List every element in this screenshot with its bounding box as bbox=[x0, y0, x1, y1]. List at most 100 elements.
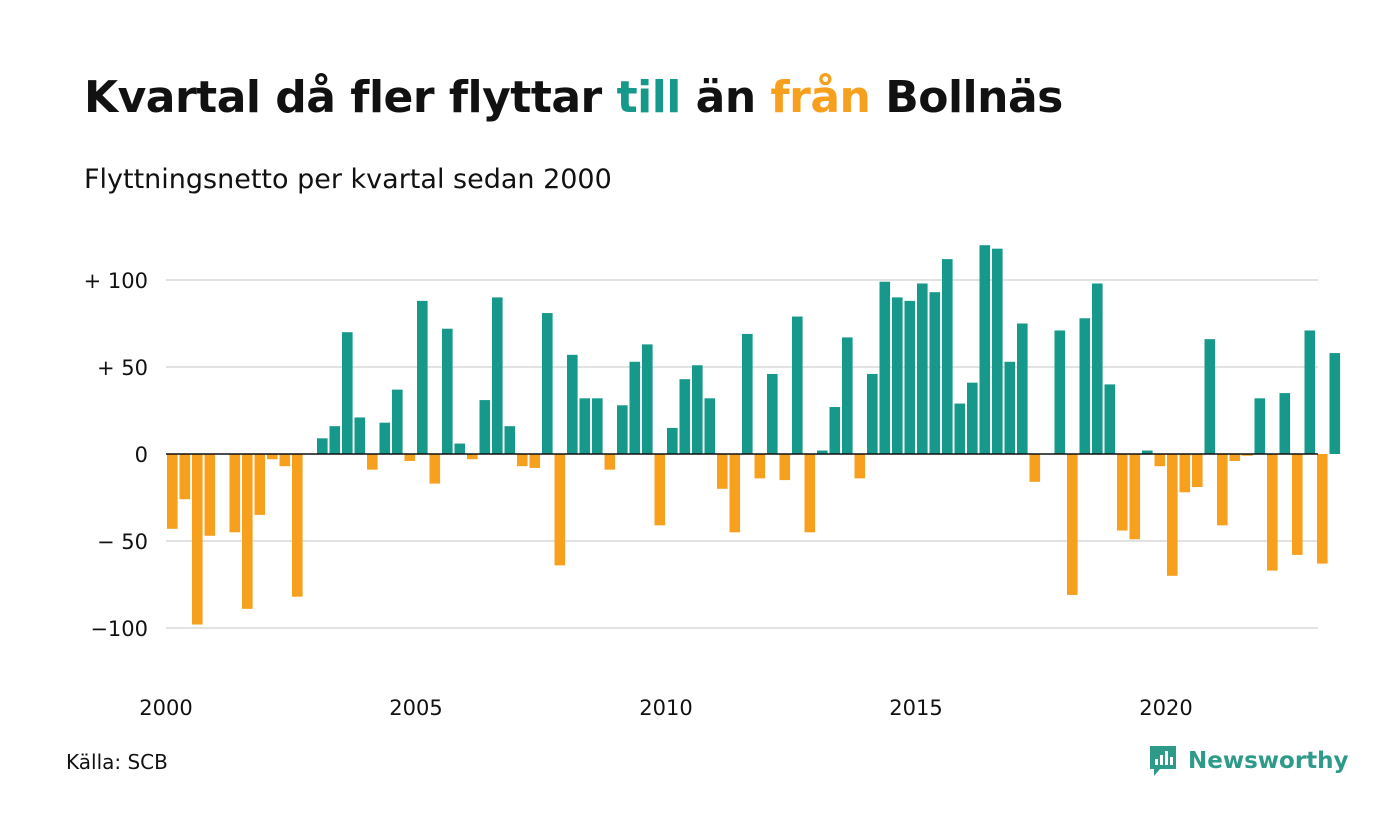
title-part-3: Bollnäs bbox=[870, 72, 1063, 123]
bar bbox=[667, 427, 678, 454]
bar bbox=[1067, 454, 1078, 595]
bar bbox=[854, 454, 866, 479]
bar bbox=[967, 382, 978, 454]
bar bbox=[1317, 454, 1328, 564]
bar bbox=[504, 426, 516, 454]
bar bbox=[392, 389, 403, 454]
bar bbox=[279, 454, 291, 467]
bar bbox=[229, 454, 241, 533]
bar bbox=[529, 454, 541, 468]
bar bbox=[629, 361, 641, 454]
x-tick-label: 2020 bbox=[1139, 696, 1192, 720]
bar bbox=[417, 300, 428, 454]
bar bbox=[292, 454, 303, 597]
bar bbox=[542, 313, 553, 454]
source-note: Källa: SCB bbox=[66, 750, 168, 774]
bar bbox=[1192, 454, 1203, 488]
bar bbox=[904, 300, 916, 454]
bar bbox=[454, 443, 466, 454]
bar bbox=[1017, 323, 1028, 454]
bar bbox=[1242, 454, 1253, 456]
bar bbox=[1167, 454, 1178, 576]
y-tick-label: + 100 bbox=[84, 269, 148, 293]
bar bbox=[329, 426, 341, 454]
bar bbox=[729, 454, 741, 533]
bar bbox=[367, 454, 378, 470]
title-part-2: än bbox=[680, 72, 771, 123]
bar bbox=[1029, 454, 1041, 482]
x-tick-label: 2015 bbox=[889, 696, 942, 720]
bar bbox=[654, 454, 666, 526]
bar bbox=[742, 333, 753, 454]
bar bbox=[204, 454, 216, 536]
bar bbox=[567, 354, 578, 454]
bar bbox=[479, 400, 491, 454]
bar bbox=[792, 316, 803, 454]
bar bbox=[554, 454, 566, 566]
bar bbox=[267, 454, 278, 460]
bar bbox=[1329, 353, 1341, 454]
bar bbox=[1279, 393, 1291, 454]
brand-logo: Newsworthy bbox=[1148, 744, 1349, 778]
bar bbox=[242, 454, 253, 609]
x-tick-label: 2010 bbox=[639, 696, 692, 720]
bar bbox=[804, 454, 816, 533]
bar bbox=[592, 398, 603, 454]
bar bbox=[817, 450, 828, 454]
title-part-1: Kvartal då fler flyttar bbox=[84, 72, 617, 123]
bar bbox=[1129, 454, 1141, 540]
bar bbox=[1054, 330, 1066, 454]
bar bbox=[979, 245, 991, 454]
bar bbox=[1292, 454, 1303, 555]
bar bbox=[1229, 454, 1241, 461]
bar bbox=[642, 344, 653, 454]
bar bbox=[442, 328, 453, 454]
bar bbox=[704, 398, 716, 454]
bar bbox=[342, 332, 353, 454]
bar bbox=[604, 454, 616, 470]
bar bbox=[1004, 361, 1016, 454]
bar bbox=[579, 398, 591, 454]
bar bbox=[492, 297, 503, 454]
bar bbox=[1142, 450, 1153, 454]
bar bbox=[679, 379, 691, 454]
bar bbox=[992, 248, 1003, 454]
bar bbox=[404, 454, 416, 461]
y-tick-label: + 50 bbox=[97, 356, 148, 380]
chart-subtitle: Flyttningsnetto per kvartal sedan 2000 bbox=[84, 164, 612, 195]
bar bbox=[192, 454, 203, 625]
bar bbox=[717, 454, 728, 489]
title-highlight-to: till bbox=[616, 72, 682, 123]
bar bbox=[1217, 454, 1228, 526]
bar bbox=[317, 438, 328, 454]
bar bbox=[829, 407, 841, 454]
bar bbox=[429, 454, 441, 484]
bar bbox=[892, 297, 903, 454]
bar bbox=[754, 454, 766, 479]
y-tick-label: −100 bbox=[90, 617, 148, 641]
bar bbox=[517, 454, 528, 467]
brand-name: Newsworthy bbox=[1188, 748, 1349, 774]
bar bbox=[842, 337, 853, 454]
bar bbox=[879, 281, 891, 454]
title-highlight-from: från bbox=[770, 72, 871, 123]
bar bbox=[954, 403, 966, 454]
bar bbox=[167, 454, 178, 529]
bar bbox=[917, 283, 928, 454]
bar bbox=[379, 422, 391, 454]
axis-labels: + 100 + 50 0 − 50 −100 2000 2005 2010 2015 2020 bbox=[84, 269, 1318, 720]
chart-title: Kvartal då fler flyttar till än från Bol… bbox=[84, 72, 1063, 123]
x-tick-label: 2005 bbox=[389, 696, 442, 720]
bar bbox=[1104, 384, 1116, 454]
bar bbox=[692, 365, 703, 454]
x-tick-label: 2000 bbox=[139, 696, 192, 720]
bar bbox=[867, 373, 878, 454]
bar bbox=[467, 454, 478, 460]
bar bbox=[254, 454, 266, 515]
bar bbox=[779, 454, 791, 481]
bar bbox=[1154, 454, 1166, 467]
bar bbox=[767, 373, 778, 454]
bar bbox=[617, 405, 628, 454]
bar bbox=[179, 454, 191, 500]
